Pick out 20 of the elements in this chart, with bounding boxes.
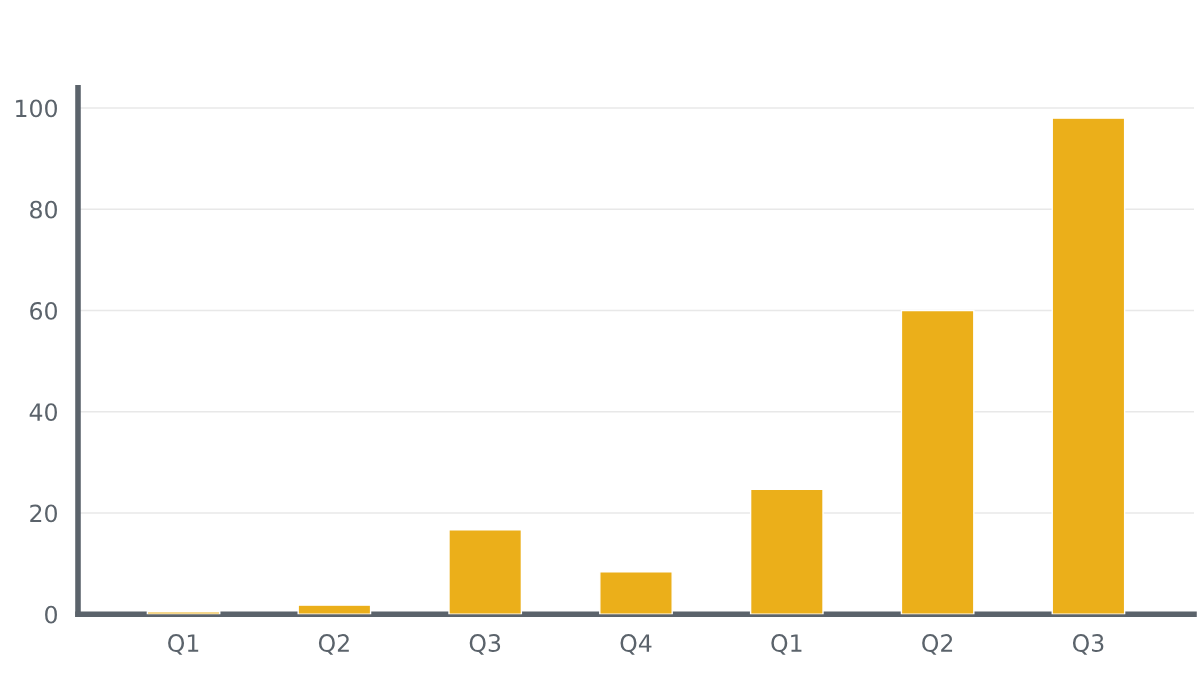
x-tick-label: Q1 bbox=[168, 634, 199, 655]
bar bbox=[146, 611, 221, 615]
bar bbox=[900, 309, 975, 615]
y-tick-label: 100 bbox=[16, 99, 57, 118]
y-tick-label: 40 bbox=[29, 403, 57, 422]
x-tick-label: Q4 bbox=[620, 634, 652, 655]
x-tick-label: Q2 bbox=[318, 634, 349, 655]
y-tick-label: 80 bbox=[30, 200, 57, 219]
bar bbox=[749, 488, 824, 615]
bar bbox=[1051, 117, 1126, 615]
bar bbox=[599, 571, 673, 615]
y-tick-label: 0 bbox=[45, 605, 57, 624]
bar bbox=[448, 529, 523, 615]
x-tick-label: Q1 bbox=[771, 634, 802, 655]
y-tick-label: 20 bbox=[30, 504, 57, 523]
x-tick-label: Q2 bbox=[922, 634, 953, 655]
x-tick-label: Q3 bbox=[469, 634, 501, 655]
y-tick-label: 60 bbox=[30, 301, 57, 320]
x-tick-label: Q3 bbox=[1072, 634, 1104, 655]
bar bbox=[297, 604, 372, 615]
